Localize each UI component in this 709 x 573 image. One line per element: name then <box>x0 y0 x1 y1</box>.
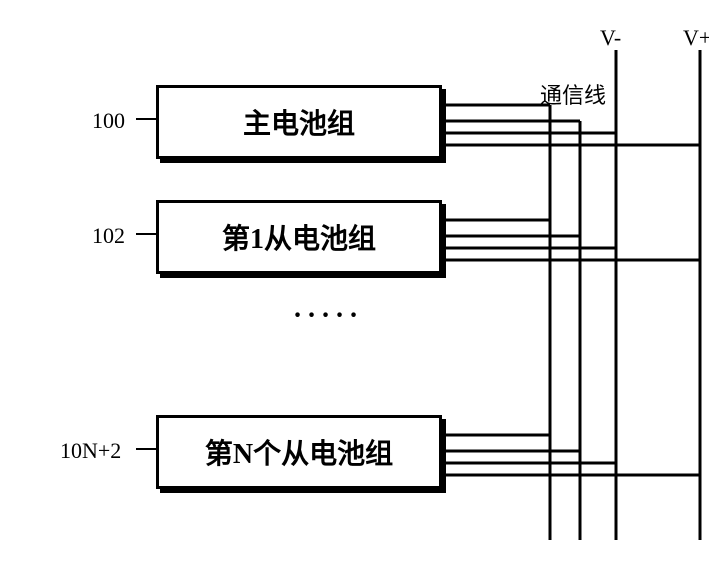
master-ref: 100 <box>92 108 125 134</box>
slave1-battery-label: 第1从电池组 <box>222 217 376 257</box>
slaveN-ref: 10N+2 <box>60 438 121 464</box>
ellipsis-dots: ····· <box>290 300 360 333</box>
slave1-battery-box: 第1从电池组 <box>156 200 442 274</box>
battery-pack-diagram: V- V+ 通信线 主电池组 100 第1从电池组 102 ····· 第N个从… <box>20 20 709 553</box>
slaveN-battery-box: 第N个从电池组 <box>156 415 442 489</box>
vminus-label: V- <box>600 25 621 51</box>
vplus-label: V+ <box>683 25 709 51</box>
master-battery-box: 主电池组 <box>156 85 442 159</box>
slaveN-battery-label: 第N个从电池组 <box>205 432 393 472</box>
comm-line-label: 通信线 <box>540 78 606 110</box>
slave1-ref: 102 <box>92 223 125 249</box>
master-battery-label: 主电池组 <box>243 102 355 142</box>
